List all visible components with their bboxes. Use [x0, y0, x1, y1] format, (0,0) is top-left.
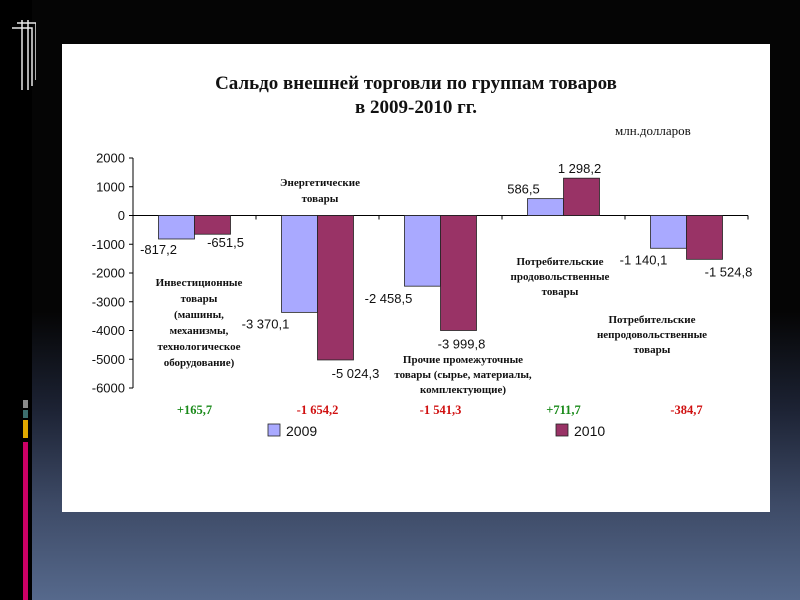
- bar-2010-3: [440, 215, 477, 331]
- annotation-line: Потребительские: [516, 256, 603, 268]
- data-label-2010-2: -5 024,3: [332, 366, 380, 381]
- data-label-2009-2: -3 370,1: [242, 316, 290, 331]
- annotation-line: технологическое: [158, 341, 241, 353]
- category-annotation-2: Энергетические товары: [280, 177, 360, 205]
- change-value-1: +165,7: [177, 403, 212, 417]
- bar-2010-1: [194, 215, 231, 235]
- accent-bar-gray: [23, 400, 28, 408]
- change-value-5: -384,7: [670, 403, 702, 417]
- annotation-line: товары: [181, 293, 218, 305]
- legend-label-2009: 2009: [286, 423, 317, 439]
- annotation-line: Прочие промежуточные: [403, 354, 523, 366]
- chart-title-line-1: Сальдо внешней торговли по группам товар…: [215, 73, 617, 94]
- bar-2009-2: [281, 215, 318, 313]
- data-label-2009-3: -2 458,5: [365, 291, 413, 306]
- category-annotation-3: Прочие промежуточные товары (сырье, матер…: [394, 354, 532, 396]
- annotation-line: товары: [302, 193, 339, 205]
- annotation-line: оборудование): [164, 357, 235, 369]
- annotation-line: (машины,: [174, 309, 224, 321]
- annotation-line: товары (сырье, материалы,: [394, 369, 532, 381]
- annotation-line: продовольственные: [511, 271, 610, 283]
- units-label: млн.долларов: [615, 123, 691, 138]
- data-label-2010-5: -1 524,8: [705, 264, 753, 279]
- y-tick-label: -2000: [92, 266, 125, 281]
- bar-2010-2: [317, 215, 354, 361]
- data-label-2009-1: -817,2: [140, 242, 177, 257]
- corner-decoration: [12, 20, 36, 90]
- data-label-2010-3: -3 999,8: [438, 336, 486, 351]
- change-value-3: -1 541,3: [420, 403, 462, 417]
- category-annotation-4: Потребительские продовольственные товары: [511, 256, 610, 298]
- legend-swatch-2010: [555, 423, 569, 437]
- annotation-line: механизмы,: [170, 325, 229, 337]
- annotation-line: Энергетические: [280, 177, 360, 189]
- annotation-line: непродовольственные: [597, 329, 707, 341]
- y-tick-label: -3000: [92, 294, 125, 309]
- category-annotation-5: Потребительские непродовольственные товары: [597, 314, 707, 356]
- data-label-2009-4: 586,5: [507, 182, 540, 197]
- annotation-line: товары: [634, 344, 671, 356]
- chart-title: Сальдо внешней торговли по группам товар…: [62, 72, 770, 120]
- y-tick-label: -4000: [92, 323, 125, 338]
- y-tick-label: -6000: [92, 381, 125, 396]
- annotation-line: комплектующие): [420, 384, 506, 396]
- bar-2009-4: [527, 198, 564, 216]
- legend-label-2010: 2010: [574, 423, 605, 439]
- accent-bar-magenta: [23, 442, 28, 600]
- annotation-line: Инвестиционные: [156, 277, 243, 289]
- accent-bar-teal: [23, 410, 28, 418]
- y-tick-label: -5000: [92, 352, 125, 367]
- bar-2010-5: [686, 215, 723, 260]
- annotation-line: товары: [542, 286, 579, 298]
- legend-swatch-2009: [267, 423, 281, 437]
- category-annotation-1: Инвестиционные товары (машины, механизмы, те…: [156, 277, 243, 369]
- bar-2009-5: [650, 215, 687, 249]
- bar-2009-3: [404, 215, 441, 287]
- bar-2009-1: [158, 215, 195, 240]
- data-label-2010-1: -651,5: [207, 235, 244, 250]
- change-value-2: -1 654,2: [297, 403, 339, 417]
- annotation-line: Потребительские: [608, 314, 695, 326]
- chart-title-line-2: в 2009-2010 гг.: [355, 97, 477, 118]
- y-tick-label: -1000: [92, 237, 125, 252]
- change-value-4: +711,7: [546, 403, 581, 417]
- accent-bar-yellow: [23, 420, 28, 438]
- y-tick-label: 0: [118, 208, 125, 223]
- data-label-2010-4: 1 298,2: [558, 161, 601, 176]
- bar-2010-4: [563, 177, 600, 216]
- y-tick-label: 1000: [96, 179, 125, 194]
- data-label-2009-5: -1 140,1: [620, 252, 668, 267]
- y-tick-label: 2000: [96, 151, 125, 166]
